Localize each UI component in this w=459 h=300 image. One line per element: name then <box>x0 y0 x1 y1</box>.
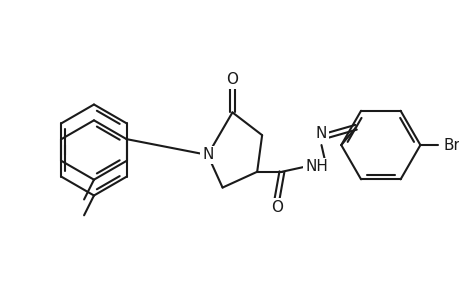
Text: Br: Br <box>442 138 459 153</box>
Text: N: N <box>202 147 213 162</box>
Text: NH: NH <box>304 159 327 174</box>
Text: O: O <box>226 72 238 87</box>
Text: N: N <box>315 126 326 141</box>
Text: O: O <box>270 200 282 215</box>
